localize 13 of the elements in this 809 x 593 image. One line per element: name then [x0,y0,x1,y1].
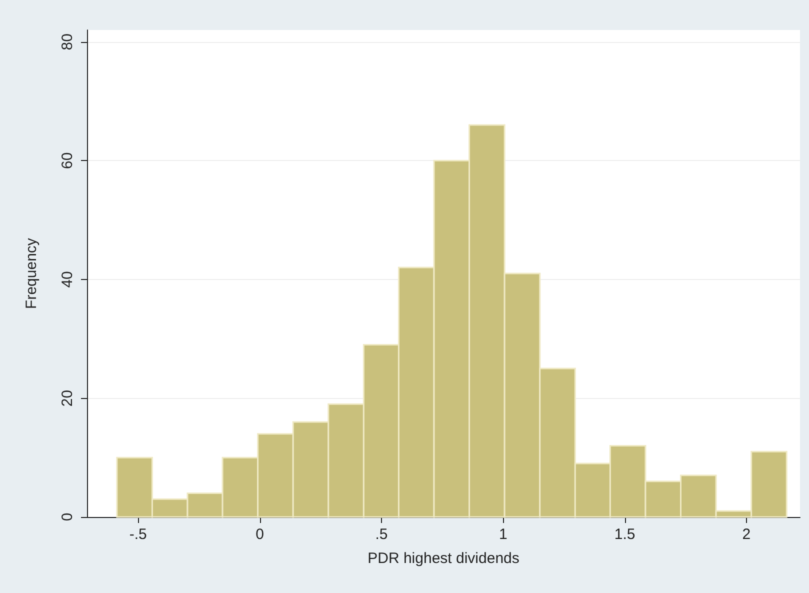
x-tick-label: 0 [256,526,264,543]
y-tick-label: 20 [59,390,76,407]
y-tick-label: 60 [59,152,76,169]
y-axis-title: Frequency [23,238,40,309]
x-tick-label: 2 [742,526,751,543]
y-tick-label: 80 [59,34,76,50]
x-tick-label: 1.5 [614,526,636,543]
x-tick-label: -.5 [129,526,147,543]
x-tick-label: .5 [375,526,388,543]
x-tick-label: 1 [498,526,508,543]
y-tick-label: 0 [59,512,76,522]
x-axis-title: PDR highest dividends [368,550,520,567]
y-tick-label: 40 [59,271,76,288]
